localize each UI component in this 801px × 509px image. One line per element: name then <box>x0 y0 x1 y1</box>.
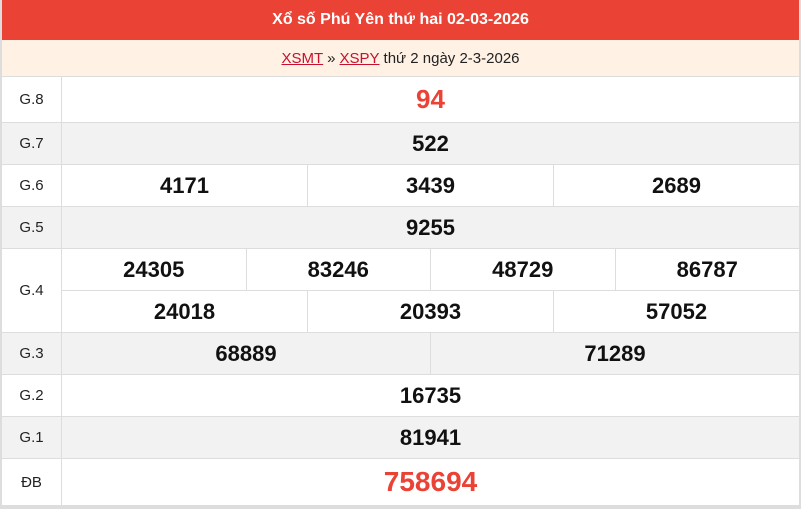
prize-number: 57052 <box>553 291 799 332</box>
prize-number: 2689 <box>553 165 799 206</box>
prize-number: 3439 <box>307 165 553 206</box>
prize-row: G.7 522 <box>2 123 799 165</box>
xsmt-link[interactable]: XSMT <box>281 49 324 67</box>
prize-number: 522 <box>412 130 449 156</box>
page-title: Xổ số Phú Yên thứ hai 02-03-2026 <box>2 0 799 40</box>
prize-number: 4171 <box>160 172 209 198</box>
prize-row: ĐB 758694 <box>2 459 799 506</box>
prize-label: G.5 <box>2 207 62 248</box>
prize-label: G.1 <box>2 417 62 458</box>
prize-row: G.8 94 <box>2 77 799 123</box>
breadcrumb: XSMT » XSPY thứ 2 ngày 2-3-2026 <box>2 40 799 77</box>
prize-number: 16735 <box>399 382 462 408</box>
prize-number: 20393 <box>307 291 553 332</box>
prize-number: 24305 <box>123 256 185 282</box>
prize-label: G.8 <box>2 77 62 122</box>
prize-number: 68889 <box>215 340 277 366</box>
prize-number: 9255 <box>406 214 455 240</box>
prize-number: 48729 <box>430 249 615 290</box>
prize-label: ĐB <box>2 459 62 505</box>
prize-label: G.6 <box>2 165 62 206</box>
prize-row: G.4 24305 83246 48729 86787 24018 20393 57052 <box>2 249 799 333</box>
prize-number: 71289 <box>430 333 799 374</box>
prize-row: G.2 16735 <box>2 375 799 417</box>
prize-row: G.1 81941 <box>2 417 799 459</box>
prize-row: G.5 9255 <box>2 207 799 249</box>
prize-row: G.6 4171 3439 2689 <box>2 165 799 207</box>
xspy-link[interactable]: XSPY <box>339 49 380 67</box>
prize-label: G.2 <box>2 375 62 416</box>
prize-number: 86787 <box>614 249 800 290</box>
prize-row: G.3 68889 71289 <box>2 333 799 375</box>
prize-number: 81941 <box>399 424 462 450</box>
prize-label: G.3 <box>2 333 62 374</box>
prize-number: 24018 <box>153 298 216 324</box>
prize-label: G.7 <box>2 123 62 164</box>
prize-label: G.4 <box>2 249 62 332</box>
breadcrumb-separator: » <box>327 49 336 67</box>
breadcrumb-text: thứ 2 ngày 2-3-2026 <box>383 49 520 67</box>
prize-number: 94 <box>416 84 445 114</box>
prize-number: 758694 <box>383 466 478 497</box>
prize-number: 83246 <box>245 249 431 290</box>
